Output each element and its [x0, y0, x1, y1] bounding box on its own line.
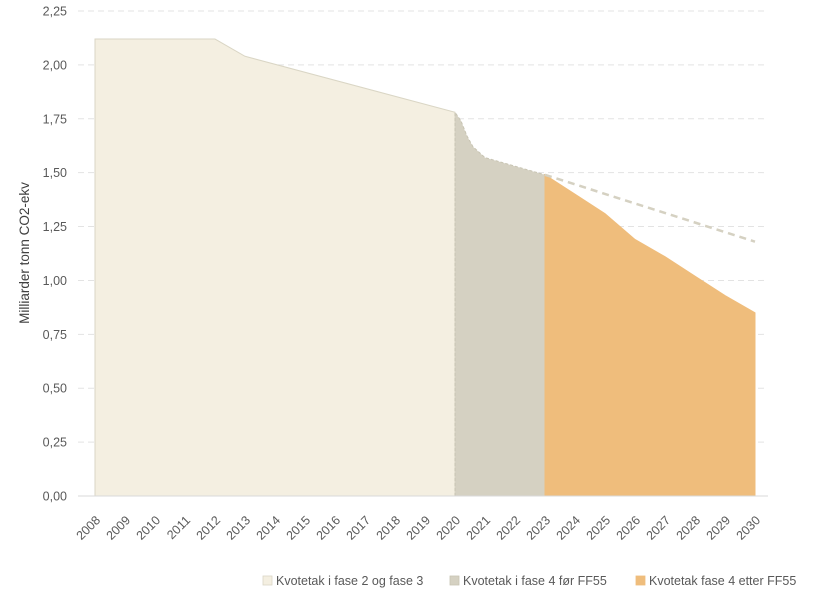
- x-tick-label: 2010: [134, 513, 164, 543]
- x-tick-label: 2020: [434, 513, 464, 543]
- area-layer: [94, 38, 756, 497]
- legend-label-2: Kvotetak i fase 4 før FF55: [463, 574, 607, 588]
- x-tick-label: 2016: [314, 513, 344, 543]
- y-tick-label: 0,75: [43, 328, 67, 342]
- y-tick-label: 1,00: [43, 274, 67, 288]
- x-tick-label: 2009: [104, 513, 134, 543]
- y-tick-label: 0,50: [43, 382, 67, 396]
- x-tick-label: 2023: [524, 513, 554, 543]
- x-tick-label: 2017: [344, 513, 374, 543]
- legend-label-3: Kvotetak fase 4 etter FF55: [649, 574, 796, 588]
- x-tick-label: 2030: [734, 513, 764, 543]
- x-tick-label: 2011: [164, 513, 193, 542]
- x-tick-label: 2021: [464, 513, 494, 543]
- legend-swatch-1: [262, 575, 273, 586]
- projection-line: [544, 173, 756, 243]
- y-tick-label: 2,25: [43, 5, 67, 19]
- x-tick-label: 2008: [74, 513, 104, 543]
- x-tick-label: 2026: [614, 513, 644, 543]
- x-tick-label: 2028: [674, 513, 704, 543]
- x-tick-label: 2018: [374, 513, 404, 543]
- x-tick-label: 2024: [554, 513, 584, 543]
- y-axis-title: Milliarder tonn CO2-ekv: [17, 182, 32, 324]
- x-tick-label: 2025: [584, 513, 614, 543]
- x-tick-label: 2022: [494, 513, 524, 543]
- y-tick-label: 1,50: [43, 166, 67, 180]
- area-series-2: [454, 110, 546, 497]
- legend-swatch-3: [635, 575, 646, 586]
- x-tick-label: 2012: [194, 513, 224, 543]
- area-series-3: [544, 173, 756, 497]
- y-tick-label: 2,00: [43, 58, 67, 72]
- legend-swatch-2: [449, 575, 460, 586]
- y-tick-label: 0,25: [43, 436, 67, 450]
- x-tick-label: 2027: [644, 513, 674, 543]
- x-tick-label: 2019: [404, 513, 434, 543]
- x-tick-label: 2013: [224, 513, 254, 543]
- line-layer: [544, 173, 756, 243]
- area-series-1: [94, 38, 456, 497]
- x-tick-label: 2029: [704, 513, 734, 543]
- legend-label-1: Kvotetak i fase 2 og fase 3: [276, 574, 423, 588]
- x-tick-label: 2015: [284, 513, 314, 543]
- y-tick-label: 1,75: [43, 112, 67, 126]
- y-tick-label: 0,00: [43, 490, 67, 504]
- legend: Kvotetak i fase 2 og fase 3 Kvotetak i fa…: [262, 574, 796, 588]
- x-tick-label: 2014: [254, 513, 284, 543]
- y-tick-label: 1,25: [43, 220, 67, 234]
